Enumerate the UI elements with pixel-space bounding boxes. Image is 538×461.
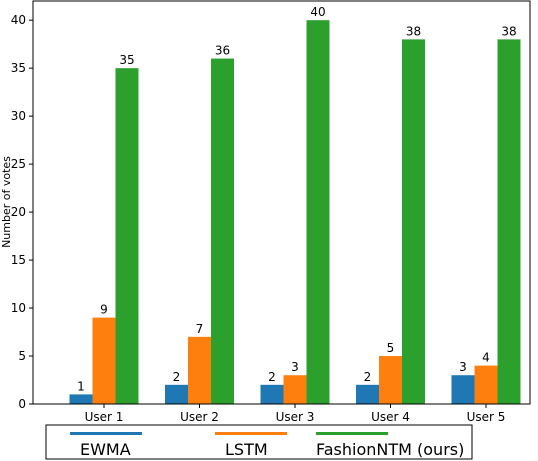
legend-swatch bbox=[70, 432, 142, 435]
legend-frame bbox=[45, 424, 473, 460]
data-labels-group: 1 9 35 2 7 36 2 3 40 2 5 38 3 4 38 bbox=[77, 5, 516, 393]
legend-label: FashionNTM (ours) bbox=[316, 440, 464, 459]
y-tick-label: 10 bbox=[11, 301, 26, 315]
bar-value-label: 1 bbox=[77, 379, 85, 393]
y-tick-label: 20 bbox=[11, 205, 26, 219]
bar bbox=[402, 39, 425, 404]
legend: EWMA LSTM FashionNTM (ours) bbox=[45, 424, 473, 460]
bar-value-label: 3 bbox=[291, 360, 299, 374]
legend-swatch bbox=[215, 432, 287, 435]
bar bbox=[115, 68, 139, 405]
bar-value-label: 4 bbox=[482, 351, 490, 365]
bar-value-label: 38 bbox=[501, 24, 516, 38]
x-tick-label: User 4 bbox=[371, 410, 410, 424]
y-axis: 0 5 10 15 20 25 30 35 40 bbox=[11, 13, 33, 411]
y-tick-label: 25 bbox=[11, 157, 26, 171]
y-axis-title: Number of votes bbox=[0, 156, 13, 248]
bar bbox=[283, 375, 307, 404]
bar bbox=[474, 365, 498, 404]
bar bbox=[497, 39, 521, 404]
bar-value-label: 35 bbox=[119, 53, 134, 67]
x-axis: User 1 User 2 User 3 User 4 User 5 bbox=[85, 404, 506, 424]
bar bbox=[451, 375, 475, 404]
bar-value-label: 9 bbox=[100, 303, 108, 317]
bar bbox=[188, 336, 211, 404]
bar-value-label: 7 bbox=[196, 322, 204, 336]
bar bbox=[165, 384, 188, 404]
y-tick-label: 30 bbox=[11, 109, 26, 123]
legend-label: LSTM bbox=[225, 440, 268, 459]
bar-value-label: 5 bbox=[387, 341, 395, 355]
bar-value-label: 2 bbox=[364, 370, 372, 384]
x-tick-label: User 3 bbox=[276, 410, 315, 424]
bar bbox=[356, 384, 379, 404]
y-tick-label: 40 bbox=[11, 13, 26, 27]
bar bbox=[92, 317, 116, 404]
y-tick-label: 15 bbox=[11, 253, 26, 267]
bar bbox=[260, 384, 284, 404]
legend-swatch bbox=[316, 432, 388, 435]
y-tick-label: 0 bbox=[18, 397, 26, 411]
x-tick-label: User 2 bbox=[180, 410, 219, 424]
legend-label: EWMA bbox=[80, 440, 131, 459]
y-tick-label: 5 bbox=[18, 349, 26, 363]
bar bbox=[379, 356, 402, 404]
plot-frame bbox=[32, 0, 531, 405]
x-tick-label: User 5 bbox=[467, 410, 506, 424]
bar-value-label: 40 bbox=[310, 5, 325, 19]
bar-value-label: 38 bbox=[406, 24, 421, 38]
bar-value-label: 2 bbox=[173, 370, 181, 384]
y-tick-label: 35 bbox=[11, 61, 26, 75]
bar-value-label: 3 bbox=[459, 360, 467, 374]
bar-value-label: 36 bbox=[215, 44, 230, 58]
bars-group bbox=[69, 20, 521, 405]
bar bbox=[211, 58, 234, 404]
x-tick-label: User 1 bbox=[85, 410, 124, 424]
bar bbox=[69, 394, 93, 404]
bar-value-label: 2 bbox=[268, 370, 276, 384]
bar bbox=[306, 20, 330, 404]
